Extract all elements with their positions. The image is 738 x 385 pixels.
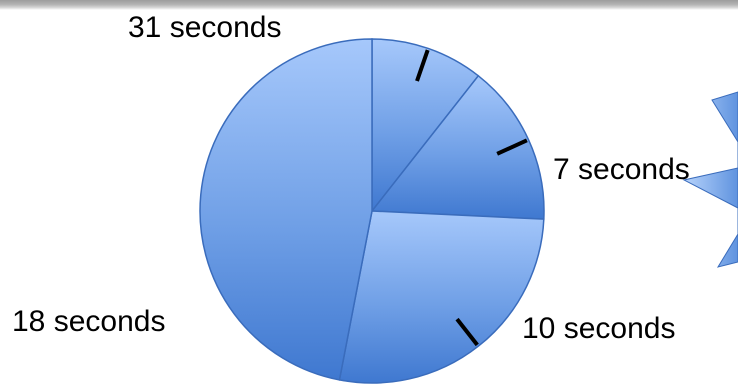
slice-labels: 7 seconds 10 seconds 18 seconds 31 secon… bbox=[12, 11, 690, 345]
slide-top-bar bbox=[0, 0, 738, 10]
slice-label-7-seconds: 7 seconds bbox=[553, 153, 690, 186]
pie-slices bbox=[199, 38, 545, 384]
pie-slice-18-seconds bbox=[338, 210, 545, 384]
slice-label-10-seconds: 10 seconds bbox=[522, 312, 675, 345]
pie-slice-7-seconds bbox=[371, 38, 480, 214]
leader-line-10-seconds bbox=[496, 138, 528, 156]
slice-label-31-seconds: 31 seconds bbox=[128, 11, 281, 44]
arrow-shape bbox=[682, 91, 738, 268]
leader-line-7-seconds bbox=[415, 49, 430, 82]
slice-label-18-seconds: 18 seconds bbox=[12, 305, 165, 338]
pie-slice-31-seconds bbox=[199, 38, 373, 381]
pie-slice-10-seconds bbox=[370, 74, 545, 220]
leader-line-18-seconds bbox=[455, 317, 479, 347]
leader-lines bbox=[415, 49, 528, 347]
